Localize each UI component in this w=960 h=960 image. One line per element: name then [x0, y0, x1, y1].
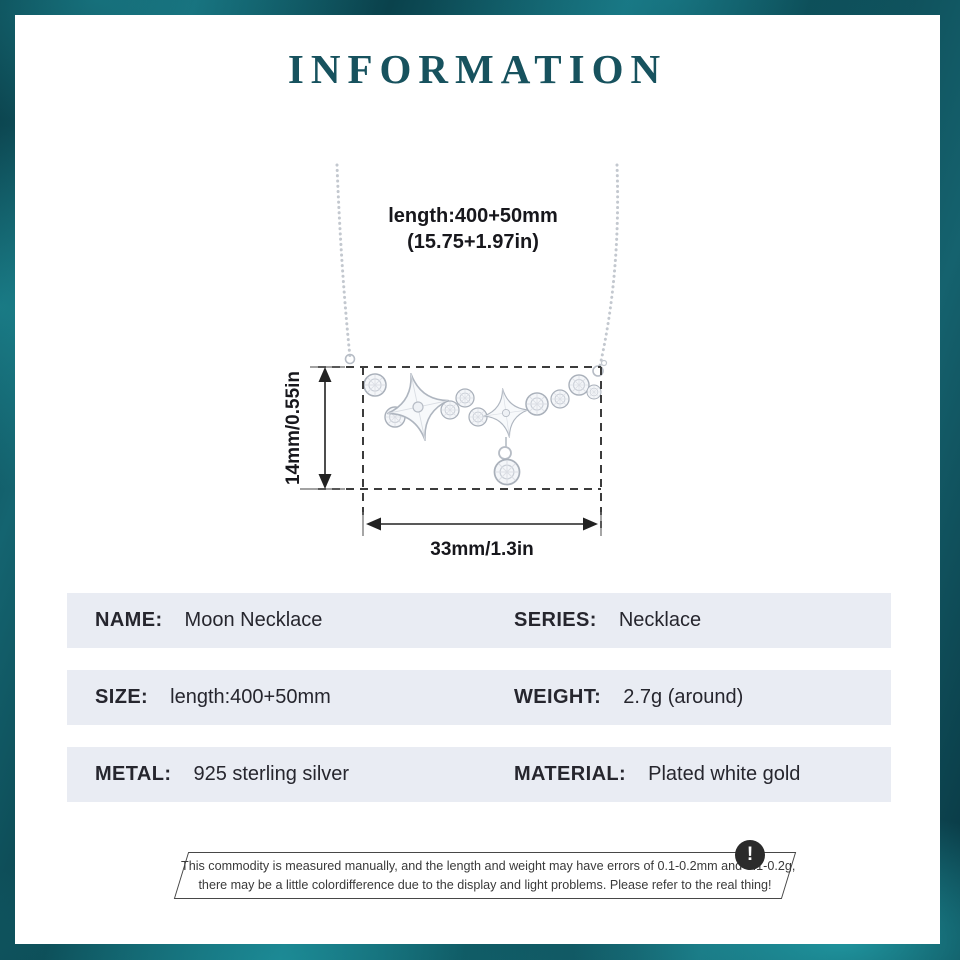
spec-label-name: NAME:: [95, 609, 163, 631]
chain-right: [597, 163, 620, 372]
page-title: INFORMATION: [287, 46, 668, 92]
spec-value-metal: 925 sterling silver: [193, 763, 350, 785]
spec-value-weight: 2.7g (around): [623, 686, 744, 708]
spec-value-size: length:400+50mm: [170, 686, 331, 708]
necklace-illustration: [300, 163, 620, 536]
exclamation-icon: !: [735, 840, 765, 870]
spec-row-size-weight: SIZE: length:400+50mm WEIGHT: 2.7g (arou…: [67, 670, 891, 725]
dimension-arrow-horizontal: [362, 512, 602, 536]
chain-length-mm: length:400+50mm: [388, 205, 558, 227]
chain-length-in: (15.75+1.97in): [407, 231, 539, 253]
necklace-chain: [335, 163, 620, 377]
spec-value-material: Plated white gold: [648, 763, 801, 785]
spec-cell-weight: WEIGHT: 2.7g (around): [479, 686, 891, 709]
spec-table: NAME: Moon Necklace SERIES: Necklace SIZ…: [67, 593, 891, 824]
spec-value-name: Moon Necklace: [184, 609, 323, 631]
spec-label-material: MATERIAL:: [514, 763, 627, 785]
chain-left: [335, 163, 352, 359]
spec-label-series: SERIES:: [514, 609, 597, 631]
spec-label-weight: WEIGHT:: [514, 686, 602, 708]
disclaimer-line-1: This commodity is measured manually, and…: [181, 859, 796, 873]
spec-cell-size: SIZE: length:400+50mm: [67, 686, 479, 709]
measurement-dashed-box: [318, 366, 602, 528]
chain-loop-left: [344, 353, 356, 365]
spec-row-name-series: NAME: Moon Necklace SERIES: Necklace: [67, 593, 891, 648]
exclamation-glyph: !: [746, 844, 754, 865]
info-card: INFORMATION: [15, 15, 940, 944]
dangle-ring: [498, 446, 512, 460]
disclaimer-line-2: there may be a little colordifference du…: [198, 877, 772, 892]
chain-clasp-ring: [600, 359, 608, 367]
necklace-diagram: length:400+50mm (15.75+1.97in) 14mm/0.55…: [15, 15, 940, 585]
spec-cell-material: MATERIAL: Plated white gold: [479, 763, 891, 786]
chain-length-label: length:400+50mm (15.75+1.97in): [323, 203, 623, 255]
dimension-arrow-vertical: [300, 366, 345, 490]
pendant-width-label: 33mm/1.3in: [430, 539, 534, 560]
spec-cell-series: SERIES: Necklace: [479, 609, 891, 632]
spec-row-metal-material: METAL: 925 sterling silver MATERIAL: Pla…: [67, 747, 891, 802]
disclaimer-text: This commodity is measured manually, and…: [181, 857, 796, 895]
spec-cell-name: NAME: Moon Necklace: [67, 609, 479, 632]
spec-label-metal: METAL:: [95, 763, 172, 785]
spec-cell-metal: METAL: 925 sterling silver: [67, 763, 479, 786]
disclaimer-banner: This commodity is measured manually, and…: [173, 840, 797, 899]
pendant-height-label: 14mm/0.55in: [283, 370, 304, 486]
spec-label-size: SIZE:: [95, 686, 149, 708]
pendant-cluster: [363, 366, 602, 486]
spec-value-series: Necklace: [618, 609, 702, 631]
